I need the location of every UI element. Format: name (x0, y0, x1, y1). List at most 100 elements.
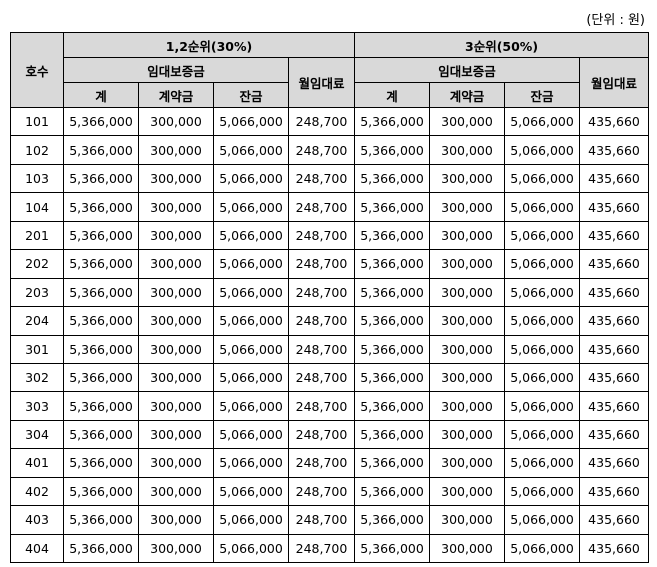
cell-contract-2: 300,000 (429, 391, 505, 421)
cell-balance-1: 5,066,000 (213, 448, 289, 478)
cell-balance-1: 5,066,000 (213, 362, 289, 393)
cell-balance-1: 5,066,000 (213, 135, 289, 165)
cell-monthly-2: 435,660 (578, 135, 650, 165)
header-deposit-1: 임대보증금 (63, 57, 289, 83)
cell-monthly-2: 435,660 (578, 448, 650, 478)
cell-unit-no: 202 (10, 249, 64, 279)
cell-total-1: 5,366,000 (63, 135, 139, 165)
cell-monthly-1: 248,700 (288, 505, 355, 535)
cell-contract-2: 300,000 (429, 249, 505, 279)
cell-contract-2: 300,000 (429, 505, 505, 535)
cell-balance-2: 5,066,000 (504, 106, 580, 137)
cell-contract-2: 300,000 (429, 419, 505, 450)
cell-balance-1: 5,066,000 (213, 106, 289, 137)
cell-balance-1: 5,066,000 (213, 277, 289, 308)
header-total-1: 계 (63, 82, 139, 108)
table-row: 202 5,366,000 300,000 5,066,000 248,700 5,366… (10, 249, 650, 279)
cell-monthly-2: 435,660 (578, 391, 650, 421)
cell-unit-no: 102 (10, 135, 64, 165)
table-row: 103 5,366,000 300,000 5,066,000 248,700 5,366… (10, 163, 650, 194)
table-row: 102 5,366,000 300,000 5,066,000 248,700 5,366… (10, 135, 650, 165)
cell-monthly-1: 248,700 (288, 334, 355, 364)
cell-monthly-1: 248,700 (288, 476, 355, 507)
cell-balance-2: 5,066,000 (504, 362, 580, 393)
table-row: 402 5,366,000 300,000 5,066,000 248,700 5,366… (10, 476, 650, 507)
cell-balance-2: 5,066,000 (504, 334, 580, 364)
cell-total-2: 5,366,000 (354, 163, 430, 194)
cell-balance-1: 5,066,000 (213, 391, 289, 421)
header-group-2: 3순위(50%) (353, 32, 650, 58)
cell-unit-no: 104 (10, 192, 64, 222)
cell-total-1: 5,366,000 (63, 533, 139, 564)
cell-monthly-2: 435,660 (578, 220, 650, 251)
cell-monthly-2: 435,660 (578, 334, 650, 364)
cell-unit-no: 403 (10, 505, 64, 535)
cell-balance-2: 5,066,000 (504, 220, 580, 251)
cell-balance-1: 5,066,000 (213, 192, 289, 222)
cell-total-1: 5,366,000 (63, 419, 139, 450)
table-row: 201 5,366,000 300,000 5,066,000 248,700 5,366… (10, 220, 650, 251)
cell-total-2: 5,366,000 (354, 277, 430, 308)
table-row: 302 5,366,000 300,000 5,066,000 248,700 5,366… (10, 362, 650, 393)
cell-contract-1: 300,000 (138, 163, 214, 194)
table-row: 304 5,366,000 300,000 5,066,000 248,700 5,366… (10, 419, 650, 450)
cell-unit-no: 303 (10, 391, 64, 421)
cell-contract-1: 300,000 (138, 220, 214, 251)
cell-balance-1: 5,066,000 (213, 163, 289, 194)
cell-contract-1: 300,000 (138, 448, 214, 478)
cell-balance-2: 5,066,000 (504, 448, 580, 478)
cell-total-1: 5,366,000 (63, 391, 139, 421)
cell-contract-2: 300,000 (429, 220, 505, 251)
cell-balance-2: 5,066,000 (504, 476, 580, 507)
cell-total-2: 5,366,000 (354, 362, 430, 393)
cell-total-2: 5,366,000 (354, 220, 430, 251)
table-row: 203 5,366,000 300,000 5,066,000 248,700 5,366… (10, 277, 650, 308)
cell-monthly-2: 435,660 (578, 306, 650, 336)
cell-total-2: 5,366,000 (354, 334, 430, 364)
cell-total-1: 5,366,000 (63, 277, 139, 308)
cell-balance-2: 5,066,000 (504, 277, 580, 308)
cell-monthly-2: 435,660 (578, 505, 650, 535)
cell-monthly-2: 435,660 (578, 419, 650, 450)
cell-total-1: 5,366,000 (63, 448, 139, 478)
header-total-2: 계 (354, 82, 430, 108)
cell-balance-1: 5,066,000 (213, 306, 289, 336)
cell-contract-2: 300,000 (429, 476, 505, 507)
cell-total-2: 5,366,000 (354, 135, 430, 165)
cell-contract-2: 300,000 (429, 106, 505, 137)
cell-contract-1: 300,000 (138, 476, 214, 507)
cell-unit-no: 203 (10, 277, 64, 308)
header-monthly-2: 월임대료 (578, 57, 650, 108)
cell-contract-2: 300,000 (429, 135, 505, 165)
cell-contract-1: 300,000 (138, 505, 214, 535)
cell-contract-2: 300,000 (429, 192, 505, 222)
cell-contract-2: 300,000 (429, 277, 505, 308)
cell-monthly-2: 435,660 (578, 476, 650, 507)
cell-monthly-1: 248,700 (288, 362, 355, 393)
cell-monthly-2: 435,660 (578, 277, 650, 308)
cell-contract-2: 300,000 (429, 306, 505, 336)
table-row: 204 5,366,000 300,000 5,066,000 248,700 5,366… (10, 306, 650, 336)
cell-balance-2: 5,066,000 (504, 505, 580, 535)
cell-contract-2: 300,000 (429, 362, 505, 393)
cell-contract-2: 300,000 (429, 334, 505, 364)
cell-unit-no: 302 (10, 362, 64, 393)
cell-balance-1: 5,066,000 (213, 249, 289, 279)
cell-balance-2: 5,066,000 (504, 306, 580, 336)
cell-monthly-1: 248,700 (288, 192, 355, 222)
cell-monthly-2: 435,660 (578, 533, 650, 564)
table-row: 404 5,366,000 300,000 5,066,000 248,700 5,366… (10, 533, 650, 564)
cell-monthly-1: 248,700 (288, 533, 355, 564)
cell-total-2: 5,366,000 (354, 249, 430, 279)
cell-monthly-1: 248,700 (288, 220, 355, 251)
cell-contract-1: 300,000 (138, 249, 214, 279)
cell-balance-2: 5,066,000 (504, 192, 580, 222)
cell-balance-2: 5,066,000 (504, 163, 580, 194)
header-deposit-2: 임대보증금 (354, 57, 580, 83)
header-balance-2: 잔금 (504, 82, 580, 108)
cell-total-2: 5,366,000 (354, 192, 430, 222)
table-row: 303 5,366,000 300,000 5,066,000 248,700 5,366… (10, 391, 650, 421)
cell-monthly-2: 435,660 (578, 106, 650, 137)
cell-contract-1: 300,000 (138, 192, 214, 222)
cell-contract-1: 300,000 (138, 533, 214, 564)
